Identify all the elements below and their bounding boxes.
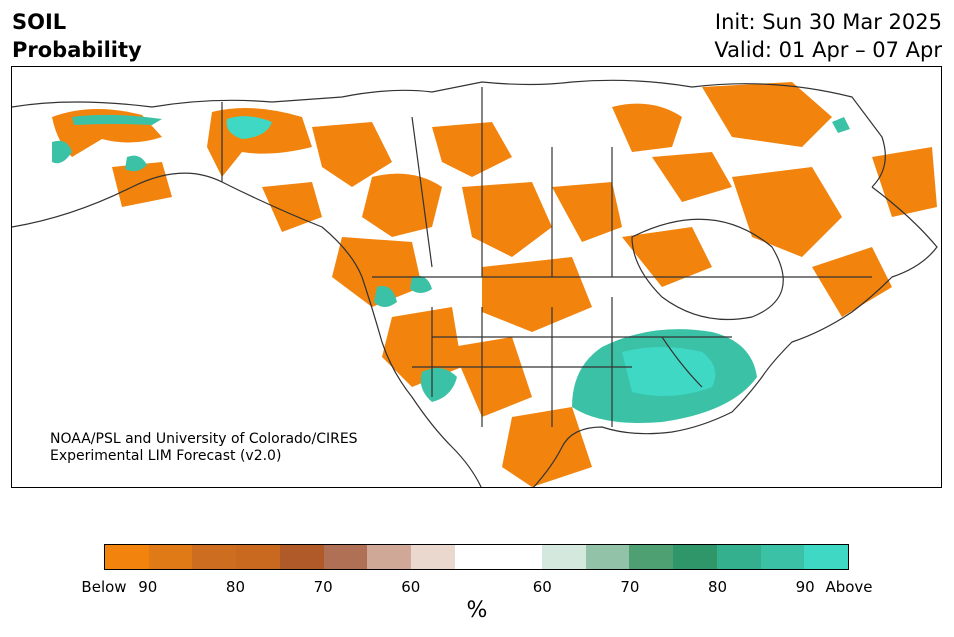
colorbar-tick-label: Below bbox=[81, 578, 127, 596]
colorbar-segment bbox=[629, 545, 674, 569]
title-block: SOIL Probability bbox=[12, 8, 142, 64]
credit-line-2: Experimental LIM Forecast (v2.0) bbox=[50, 448, 282, 464]
colorbar-tick-label: 90 bbox=[138, 578, 158, 596]
colorbar-tick-label: 60 bbox=[532, 578, 552, 596]
valid-period: Valid: 01 Apr – 07 Apr bbox=[714, 38, 942, 62]
colorbar-segment bbox=[148, 545, 193, 569]
colorbar-segment bbox=[323, 545, 368, 569]
colorbar-segment bbox=[760, 545, 805, 569]
forecast-map: NOAA/PSL and University of Colorado/CIRE… bbox=[11, 66, 942, 488]
colorbar-segment bbox=[673, 545, 717, 569]
colorbar-tick-label: 80 bbox=[707, 578, 728, 596]
colorbar-segment bbox=[804, 545, 848, 569]
colorbar-segment bbox=[585, 545, 630, 569]
variable-title: SOIL bbox=[12, 10, 67, 34]
colorbar-segment bbox=[192, 545, 237, 569]
colorbar-segment bbox=[716, 545, 761, 569]
colorbar-segment bbox=[498, 545, 543, 569]
credit-text: NOAA/PSL and University of Colorado/CIRE… bbox=[50, 431, 358, 465]
colorbar bbox=[104, 544, 849, 570]
colorbar-segment bbox=[410, 545, 455, 569]
country-outlines bbox=[12, 79, 938, 487]
date-block: Init: Sun 30 Mar 2025 Valid: 01 Apr – 07… bbox=[714, 8, 942, 64]
colorbar-unit-label: % bbox=[466, 598, 488, 623]
colorbar-segment bbox=[367, 545, 411, 569]
colorbar-segment bbox=[542, 545, 586, 569]
map-canvas bbox=[12, 79, 938, 487]
colorbar-tick-label: 70 bbox=[620, 578, 640, 596]
colorbar-tick-label: 80 bbox=[225, 578, 246, 596]
colorbar-tick-label: 70 bbox=[313, 578, 333, 596]
colorbar-segment bbox=[105, 545, 149, 569]
colorbar-ticks: Below 90 80 70 60 60 70 80 90 Above bbox=[0, 578, 954, 598]
colorbar-tick-label: Above bbox=[825, 578, 873, 596]
colorbar-segment bbox=[279, 545, 324, 569]
credit-line-1: NOAA/PSL and University of Colorado/CIRE… bbox=[50, 431, 358, 447]
colorbar-segment bbox=[454, 545, 499, 569]
product-title: Probability bbox=[12, 38, 142, 62]
colorbar-tick-label: 60 bbox=[401, 578, 421, 596]
below-regions bbox=[52, 82, 937, 487]
colorbar-segment bbox=[236, 545, 280, 569]
init-date: Init: Sun 30 Mar 2025 bbox=[714, 10, 942, 34]
above-regions bbox=[52, 114, 850, 423]
colorbar-tick-label: 90 bbox=[795, 578, 815, 596]
